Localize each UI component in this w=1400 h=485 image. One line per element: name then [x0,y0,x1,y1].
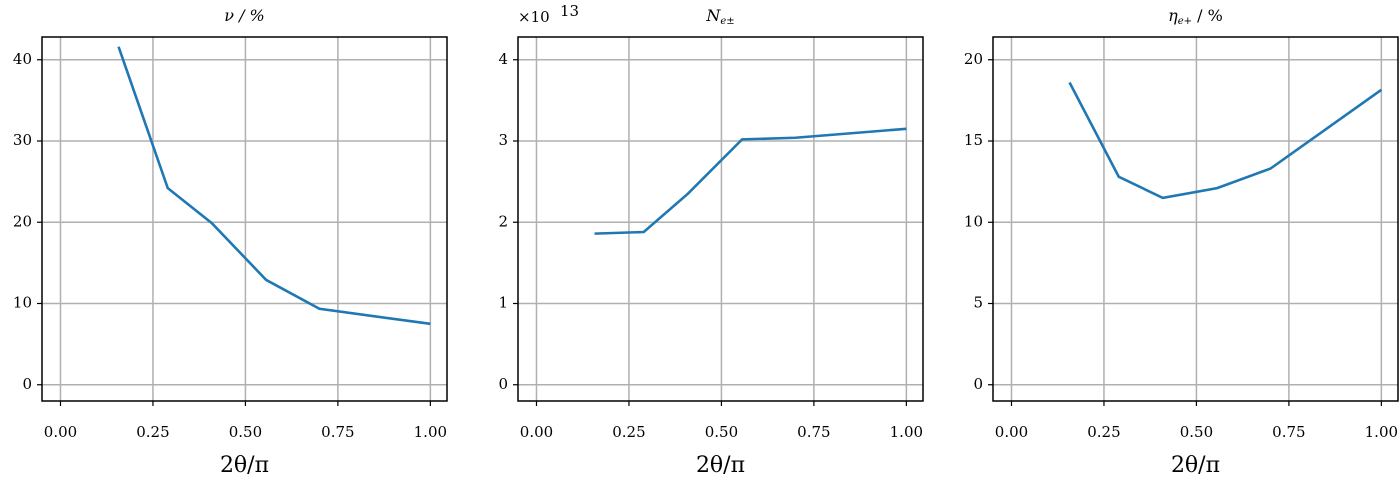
line-series [117,46,431,326]
offset-text: ×10 [518,8,550,26]
offset-exponent: 13 [560,2,579,20]
y-tick-label: 40 [13,50,32,68]
plot-frame [41,36,448,402]
y-tick-label: 20 [964,50,983,68]
x-axis-label: 2θ/π [1171,453,1220,478]
plot-frame [517,36,924,402]
x-axis-label: 2θ/π [220,453,269,478]
x-tick-label: 1.00 [890,423,923,441]
y-tick-label: 1 [498,294,508,312]
x-tick-label: 0.00 [995,423,1028,441]
chart-title: Ne± [705,6,734,27]
line-series [594,127,907,235]
title-text: ν / % [224,6,265,25]
y-tick-label: 20 [13,212,32,230]
y-tick-label: 4 [498,50,508,68]
x-tick-label: 0.50 [229,423,262,441]
x-axis-label: 2θ/π [696,453,745,478]
x-tick-label: 0.00 [520,423,553,441]
x-tick-label: 0.25 [612,423,645,441]
y-tick-label: 0 [973,375,983,393]
title-text: / % [1192,6,1223,25]
x-tick-label: 0.50 [705,423,738,441]
y-tick-label: 10 [964,212,983,230]
title-text: η [1168,6,1178,25]
x-tick-label: 0.75 [321,423,354,441]
x-tick-label: 0.25 [1087,423,1120,441]
title-subscript: e± [720,16,734,27]
title-text: N [705,6,721,25]
chart-title: ν / % [224,6,265,25]
line-series [1068,81,1383,200]
x-tick-label: 0.75 [1272,423,1305,441]
x-tick-label: 1.00 [414,423,447,441]
y-tick-label: 10 [13,294,32,312]
y-tick-label: 0 [22,375,32,393]
y-tick-label: 0 [498,375,508,393]
x-tick-label: 0.00 [44,423,77,441]
x-tick-label: 0.75 [797,423,830,441]
x-tick-label: 1.00 [1365,423,1398,441]
x-tick-label: 0.50 [1180,423,1213,441]
x-tick-label: 0.25 [136,423,169,441]
y-tick-label: 30 [13,131,32,149]
y-tick-label: 2 [498,212,508,230]
y-tick-label: 15 [964,131,983,149]
title-subscript: e+ [1178,16,1192,27]
y-tick-label: 3 [498,131,508,149]
plot-frame [992,36,1399,402]
y-tick-label: 5 [973,294,983,312]
chart-title: ηe+ / % [1168,6,1223,27]
